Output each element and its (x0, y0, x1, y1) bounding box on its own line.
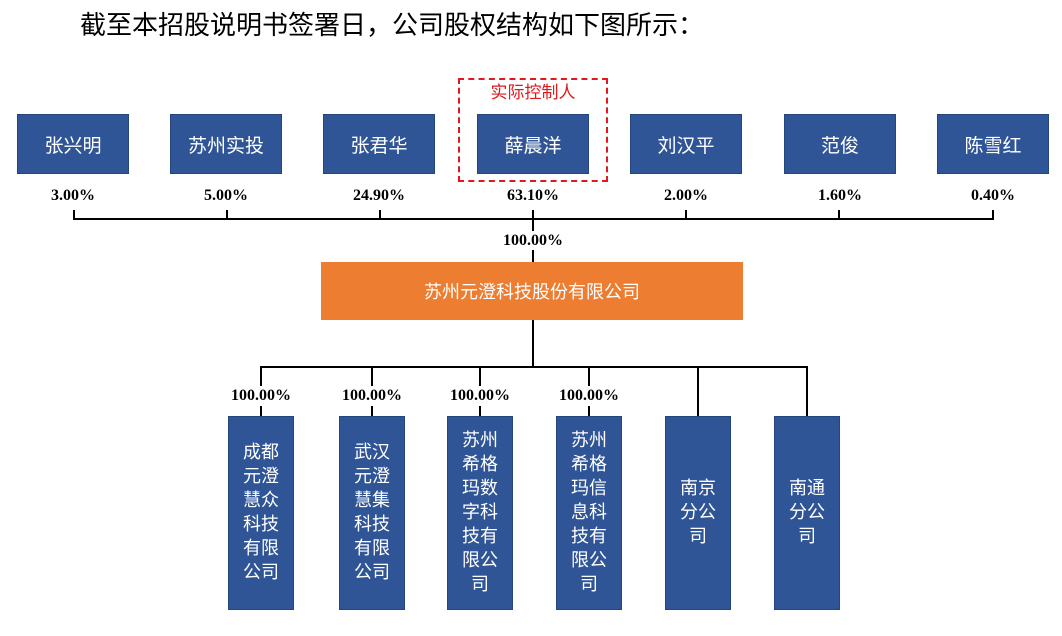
sub-link-2 (371, 406, 373, 416)
subsidiary-name: 苏州希格玛信息科技有限公司 (571, 430, 607, 595)
company-trunk (532, 320, 534, 366)
actual-controller-frame (458, 78, 608, 182)
sub-link-4 (588, 406, 590, 416)
shareholder-pct: 0.40% (971, 187, 1015, 204)
shareholder-box: 陈雪红 (937, 114, 1049, 174)
company-box: 苏州元澄科技股份有限公司 (321, 262, 743, 320)
shareholder-box: 苏州实投 (170, 114, 282, 174)
subsidiary-name: 南通分公司 (789, 478, 825, 547)
tick-3 (379, 210, 381, 219)
tick-4 (532, 210, 534, 219)
subsidiary-name: 苏州希格玛数字科技有限公司 (462, 430, 498, 595)
subsidiary-pct: 100.00% (450, 387, 510, 404)
sub-drop-1 (260, 366, 262, 386)
sub-link-1 (260, 406, 262, 416)
shareholder-box: 张君华 (323, 114, 435, 174)
subsidiary-name: 南京分公司 (680, 478, 716, 547)
subsidiary-box: 成都元澄慧众科技有限公司 (228, 416, 294, 610)
tick-2 (226, 210, 228, 219)
shareholder-box: 范俊 (784, 114, 896, 174)
intro-text: 截至本招股说明书签署日，公司股权结构如下图所示： (80, 11, 705, 41)
actual-controller-label: 实际控制人 (490, 83, 576, 103)
sub-drop-3 (479, 366, 481, 386)
shareholder-pct: 5.00% (204, 187, 248, 204)
subsidiary-pct: 100.00% (559, 387, 619, 404)
subsidiary-box: 苏州希格玛数字科技有限公司 (447, 416, 513, 610)
tick-7 (992, 210, 994, 219)
total-to-company (532, 250, 534, 262)
shareholder-box: 薛晨洋 (477, 114, 589, 174)
tick-5 (685, 210, 687, 219)
subsidiary-bus-line (260, 366, 808, 368)
sub-drop-4 (588, 366, 590, 386)
subsidiary-pct: 100.00% (342, 387, 402, 404)
shareholder-box: 张兴明 (17, 114, 129, 174)
shareholder-pct: 2.00% (664, 187, 708, 204)
trunk-to-total (532, 219, 534, 231)
subsidiary-pct: 100.00% (231, 387, 291, 404)
subsidiary-name: 武汉元澄慧集科技有限公司 (354, 442, 390, 583)
subsidiary-box: 南京分公司 (665, 416, 731, 610)
subsidiary-box: 南通分公司 (774, 416, 840, 610)
shareholder-pct: 24.90% (353, 187, 405, 204)
total-ownership-pct: 100.00% (503, 232, 563, 249)
sub-drop-2 (371, 366, 373, 386)
sub-drop-5 (697, 366, 699, 416)
shareholder-pct: 3.00% (51, 187, 95, 204)
sub-link-3 (479, 406, 481, 416)
tick-6 (838, 210, 840, 219)
subsidiary-box: 苏州希格玛信息科技有限公司 (556, 416, 622, 610)
shareholder-box: 刘汉平 (630, 114, 742, 174)
subsidiary-name: 成都元澄慧众科技有限公司 (243, 442, 279, 583)
shareholder-pct: 1.60% (818, 187, 862, 204)
shareholder-pct: 63.10% (507, 187, 559, 204)
sub-drop-6 (806, 366, 808, 416)
subsidiary-box: 武汉元澄慧集科技有限公司 (339, 416, 405, 610)
tick-1 (73, 210, 75, 219)
